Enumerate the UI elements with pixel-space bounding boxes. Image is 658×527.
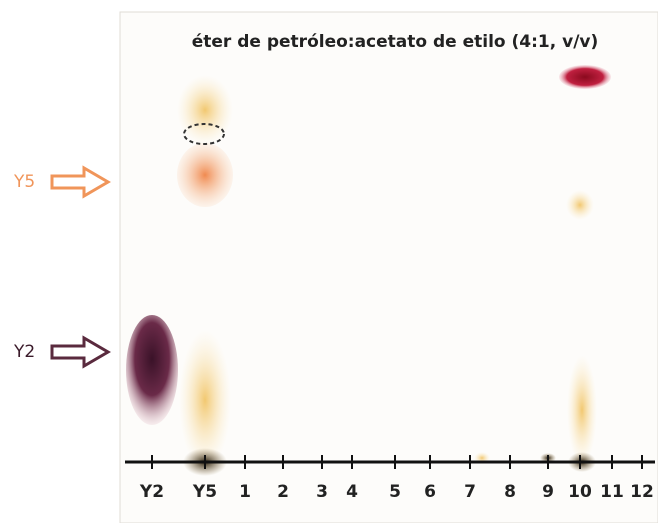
lane-label: 1 [239, 482, 251, 502]
lane-label: 11 [600, 482, 624, 502]
marker-label: Y5 [13, 172, 35, 192]
lane-label: Y2 [139, 482, 164, 502]
lane-label: 9 [542, 482, 554, 502]
spot [567, 355, 597, 465]
spot [559, 65, 611, 89]
lane-label: 8 [504, 482, 516, 502]
marker-arrow [52, 168, 108, 196]
lane-label: 2 [277, 482, 289, 502]
lane-label: 6 [424, 482, 436, 502]
lane-label: 4 [346, 482, 358, 502]
spot [126, 315, 178, 425]
lane-label: 5 [389, 482, 401, 502]
marker-label: Y2 [13, 342, 35, 362]
lane-label: 12 [630, 482, 654, 502]
lane-label: Y5 [192, 482, 217, 502]
lane-label: 7 [464, 482, 476, 502]
tlc-plate-figure: éter de petróleo:acetato de etilo (4:1, … [0, 0, 658, 523]
plate-title: éter de petróleo:acetato de etilo (4:1, … [192, 32, 599, 52]
spot [177, 143, 233, 207]
spot [566, 190, 594, 220]
marker-arrow [52, 338, 108, 366]
lane-label: 10 [568, 482, 592, 502]
lane-label: 3 [316, 482, 328, 502]
